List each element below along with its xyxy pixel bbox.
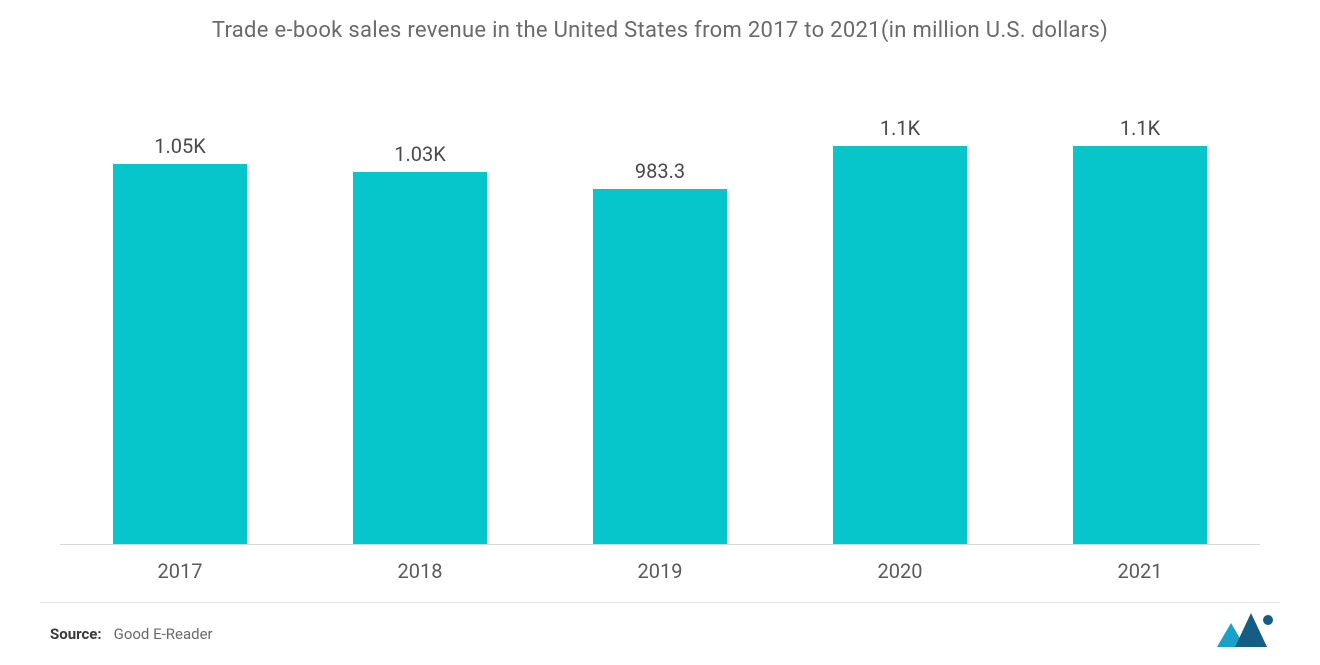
x-axis-label: 2021	[1020, 559, 1260, 583]
bar-value-label: 1.03K	[394, 142, 446, 166]
chart-title: Trade e-book sales revenue in the United…	[50, 18, 1270, 43]
bar	[833, 146, 967, 545]
bar-value-label: 983.3	[635, 159, 685, 183]
bar	[113, 164, 247, 545]
source-row: Source: Good E-Reader	[50, 625, 213, 643]
chart-plot-area: 1.05K 1.03K 983.3 1.1K 1.1K	[60, 110, 1260, 545]
bar-value-label: 1.1K	[880, 116, 920, 140]
bar-group: 1.05K	[60, 110, 300, 545]
x-axis-labels: 20172018201920202021	[60, 559, 1260, 583]
x-axis-label: 2020	[780, 559, 1020, 583]
x-axis-label: 2017	[60, 559, 300, 583]
bar-value-label: 1.05K	[154, 134, 206, 158]
mordor-intelligence-logo	[1217, 613, 1275, 647]
x-axis-label: 2019	[540, 559, 780, 583]
bar-group: 1.1K	[1020, 110, 1260, 545]
bar-value-label: 1.1K	[1120, 116, 1160, 140]
bar-group: 1.03K	[300, 110, 540, 545]
bar	[353, 172, 487, 545]
bar	[593, 189, 727, 545]
logo-circle	[1263, 615, 1273, 625]
source-label: Source:	[50, 625, 102, 643]
logo-icon	[1217, 613, 1275, 647]
footer-divider	[40, 602, 1280, 603]
bar-group: 1.1K	[780, 110, 1020, 545]
source-value: Good E-Reader	[114, 625, 213, 643]
logo-triangle-right	[1235, 613, 1267, 647]
x-axis-label: 2018	[300, 559, 540, 583]
x-axis-line	[60, 544, 1260, 545]
bar-group: 983.3	[540, 110, 780, 545]
bar	[1073, 146, 1207, 545]
